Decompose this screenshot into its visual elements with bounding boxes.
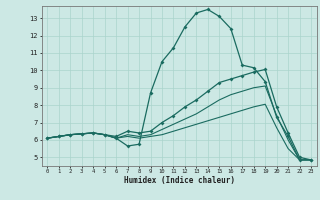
X-axis label: Humidex (Indice chaleur): Humidex (Indice chaleur) <box>124 176 235 185</box>
